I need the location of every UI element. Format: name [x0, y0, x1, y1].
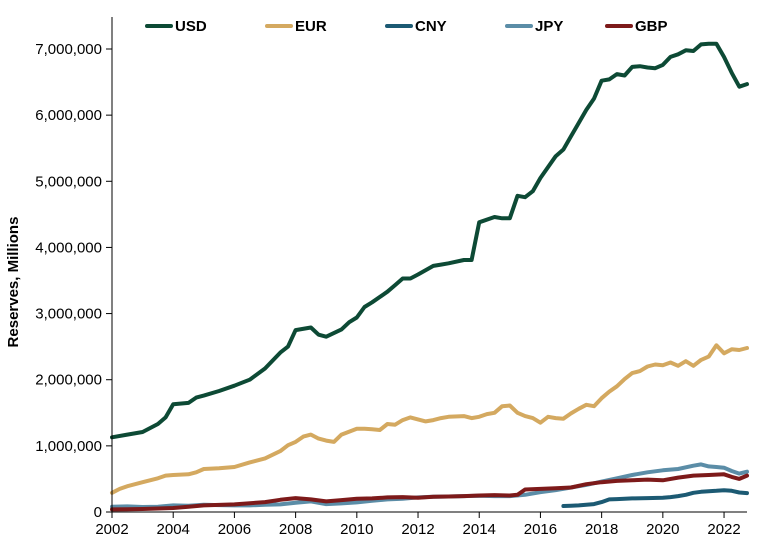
series-line-cny	[561, 488, 749, 508]
series-line-gbp	[110, 472, 749, 512]
x-tick-label: 2002	[95, 521, 128, 538]
x-tick-label: 2022	[707, 521, 740, 538]
y-tick-label: 2,000,000	[35, 372, 102, 389]
y-tick-label: 3,000,000	[35, 306, 102, 323]
legend-label-cny: CNY	[415, 18, 447, 35]
x-tick-label: 2016	[524, 521, 557, 538]
y-tick-label: 5,000,000	[35, 173, 102, 190]
y-tick-label: 7,000,000	[35, 41, 102, 58]
legend: USD EUR CNY JPY GBP	[145, 18, 668, 35]
y-tick-label: 4,000,000	[35, 239, 102, 256]
y-ticks: 0 1,000,000 2,000,000 3,000,000 4,000,000 5,0…	[35, 41, 112, 521]
x-tick-label: 2014	[463, 521, 496, 538]
y-tick-label: 0	[94, 504, 102, 521]
axes	[111, 17, 747, 513]
legend-label-jpy: JPY	[535, 18, 563, 35]
y-axis-title: Reserves, Millions	[5, 217, 22, 348]
x-tick-label: 2020	[646, 521, 679, 538]
plot-lines	[110, 41, 749, 512]
x-tick-label: 2010	[340, 521, 373, 538]
x-tick-label: 2008	[279, 521, 312, 538]
x-tick-label: 2006	[218, 521, 251, 538]
series-line-usd	[110, 41, 749, 440]
x-tick-label: 2012	[401, 521, 434, 538]
series-line-eur	[110, 343, 749, 495]
y-tick-label: 1,000,000	[35, 438, 102, 455]
legend-label-usd: USD	[175, 18, 207, 35]
x-tick-label: 2018	[585, 521, 618, 538]
y-tick-label: 6,000,000	[35, 107, 102, 124]
legend-label-gbp: GBP	[635, 18, 668, 35]
legend-label-eur: EUR	[295, 18, 327, 35]
x-tick-label: 2004	[157, 521, 190, 538]
x-ticks: 2002 2004 2006 2008 2010 2012 2014 2016 2018 2020…	[95, 512, 741, 538]
